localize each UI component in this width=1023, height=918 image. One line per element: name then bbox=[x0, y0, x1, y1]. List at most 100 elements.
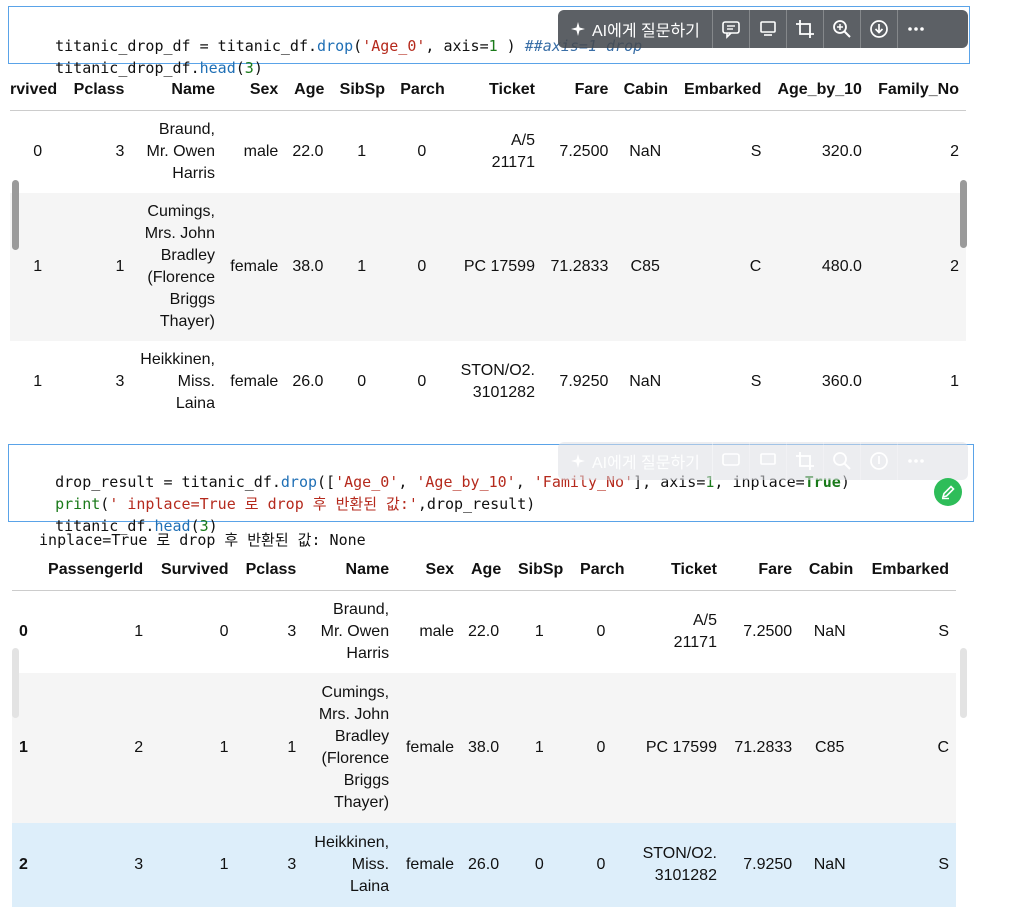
cell: 38.0 bbox=[468, 738, 500, 756]
scrollbar[interactable] bbox=[960, 180, 967, 248]
code-line[interactable]: print(' inplace=True 로 drop 후 반환된 값:',dr… bbox=[19, 471, 535, 537]
cell: 320.0 bbox=[821, 142, 862, 160]
scrollbar[interactable] bbox=[12, 648, 19, 718]
cell: 0 bbox=[417, 372, 427, 390]
table-row: 1 2 1 1 Cumings, Mrs. John Bradley (Florenc… bbox=[12, 672, 956, 823]
ticket-line: 21171 bbox=[673, 633, 717, 651]
cell: Cumings, Mrs. John Bradley (Florence Briggs T… bbox=[131, 193, 222, 341]
cell: S bbox=[750, 142, 762, 160]
ticket-line: PC 17599 bbox=[463, 257, 535, 275]
cell: 1 bbox=[534, 738, 544, 756]
code-line[interactable]: titanic_df.head(3) bbox=[19, 493, 218, 559]
cell: NaN bbox=[629, 372, 662, 390]
table-row: 2 3 1 3 Heikkinen, Miss. Laina female 26.0… bbox=[12, 822, 956, 907]
edit-pen-icon[interactable] bbox=[934, 478, 962, 506]
column-header: SibSp bbox=[331, 70, 393, 111]
cell: Heikkinen, Miss. Laina bbox=[131, 341, 222, 423]
download-icon[interactable] bbox=[861, 442, 898, 480]
code-token: titanic_drop_df = titanic_df. bbox=[55, 37, 318, 55]
cell-toolbar: AI에게 질문하기 bbox=[558, 10, 968, 48]
zoom-icon[interactable] bbox=[824, 442, 861, 480]
name-line: Mrs. John bbox=[318, 705, 390, 723]
code-token: 3 bbox=[244, 59, 254, 77]
code-token: 'Age_by_10' bbox=[416, 473, 516, 491]
column-header: Cabin bbox=[799, 550, 861, 591]
cell: 0 bbox=[534, 855, 544, 873]
table-row: 1 1 Cumings, Mrs. John Bradley (Florence Bri… bbox=[10, 192, 966, 341]
name-line: Thayer) bbox=[159, 312, 215, 330]
crop-icon[interactable] bbox=[787, 10, 824, 48]
cell: PC 17599 bbox=[632, 673, 724, 823]
column-header: Age bbox=[461, 550, 509, 591]
name-line: Bradley bbox=[334, 727, 390, 745]
cell: female bbox=[405, 855, 454, 873]
table-header-row: PassengerId Survived Pclass Name Sex Age… bbox=[12, 550, 956, 591]
code-token: drop bbox=[280, 473, 318, 491]
scrollbar[interactable] bbox=[960, 648, 967, 718]
ask-ai-button[interactable]: AI에게 질문하기 bbox=[558, 442, 713, 480]
ticket-line: 3101282 bbox=[654, 866, 717, 884]
zoom-icon[interactable] bbox=[824, 10, 861, 48]
cell: 1 bbox=[115, 257, 125, 275]
column-header: rvived bbox=[10, 70, 66, 111]
cell: 1 bbox=[950, 372, 959, 390]
cell: 0 bbox=[596, 622, 606, 640]
cell-toolbar-faded: AI에게 질문하기 bbox=[558, 442, 968, 480]
name-line: Harris bbox=[172, 164, 215, 182]
cell: PC 17599 bbox=[452, 193, 542, 341]
chat-icon[interactable] bbox=[713, 10, 750, 48]
scrollbar[interactable] bbox=[12, 180, 19, 250]
more-icon[interactable] bbox=[898, 10, 934, 48]
column-header: Cabin bbox=[615, 70, 676, 111]
dataframe-output-2: PassengerId Survived Pclass Name Sex Age… bbox=[12, 550, 956, 907]
cell: 3 bbox=[287, 855, 297, 873]
name-line: Mr. Owen bbox=[320, 622, 390, 640]
comment-icon[interactable] bbox=[750, 442, 787, 480]
download-icon[interactable] bbox=[861, 10, 898, 48]
column-header: Sex bbox=[396, 550, 461, 591]
cell: 7.2500 bbox=[743, 622, 793, 640]
column-header: Family_No bbox=[868, 70, 966, 111]
code-token: ,drop_result) bbox=[417, 495, 536, 513]
code-token: ( bbox=[100, 495, 110, 513]
table-row: 1 3 Heikkinen, Miss. Laina female 26.0 0 0… bbox=[10, 341, 966, 423]
dataframe-output-1: rvived Pclass Name Sex Age SibSp Parch T… bbox=[10, 70, 966, 423]
name-line: Briggs bbox=[169, 290, 215, 308]
name-line: Harris bbox=[346, 644, 390, 662]
cell: male bbox=[419, 622, 454, 640]
name-line: Cumings, bbox=[147, 202, 215, 220]
column-header: PassengerId bbox=[35, 550, 151, 591]
cell: S bbox=[938, 855, 949, 873]
column-header: Sex bbox=[221, 70, 286, 111]
cell: 1 bbox=[33, 257, 43, 275]
cell: 1 bbox=[33, 372, 43, 390]
column-header: Parch bbox=[570, 550, 632, 591]
code-token: ) bbox=[253, 59, 263, 77]
code-token: drop bbox=[317, 37, 354, 55]
cell: 1 bbox=[534, 622, 544, 640]
name-line: Mr. Owen bbox=[146, 142, 215, 160]
column-header: Fare bbox=[723, 550, 800, 591]
code-token: ( bbox=[190, 517, 200, 535]
ask-ai-button[interactable]: AI에게 질문하기 bbox=[558, 10, 713, 48]
chat-icon[interactable] bbox=[713, 442, 750, 480]
code-line[interactable]: titanic_drop_df = titanic_df.drop('Age_0… bbox=[19, 13, 642, 79]
cell: 0 bbox=[417, 257, 427, 275]
more-icon[interactable] bbox=[898, 442, 934, 480]
crop-icon[interactable] bbox=[787, 442, 824, 480]
cell: 1 bbox=[219, 738, 229, 756]
cell: female bbox=[230, 257, 279, 275]
row-index: 0 bbox=[19, 622, 28, 640]
index-header bbox=[12, 550, 36, 591]
print-output: inplace=True 로 drop 후 반환된 값: None bbox=[30, 531, 366, 549]
cell: Cumings, Mrs. John Bradley (Florence Briggs T… bbox=[303, 673, 396, 823]
cell: 26.0 bbox=[468, 855, 500, 873]
cell: 71.2833 bbox=[550, 257, 609, 275]
name-line: Braund, bbox=[158, 120, 215, 138]
comment-icon[interactable] bbox=[750, 10, 787, 48]
cell: 38.0 bbox=[292, 257, 324, 275]
cell: 1 bbox=[134, 622, 144, 640]
code-token: 3 bbox=[199, 517, 209, 535]
cell: 7.9250 bbox=[743, 855, 793, 873]
cell: C bbox=[749, 257, 762, 275]
